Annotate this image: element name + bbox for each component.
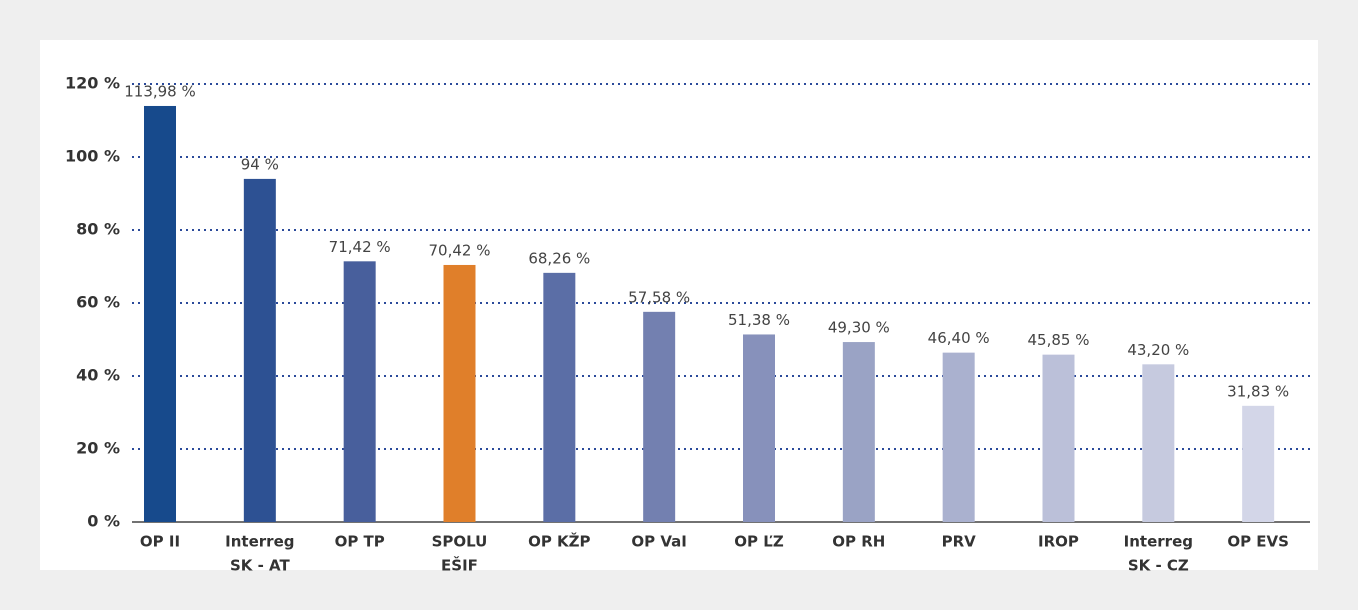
y-tick-label: 80 %: [76, 220, 120, 239]
value-label: 71,42 %: [329, 238, 391, 256]
y-tick-label: 0 %: [87, 512, 120, 531]
bar: [1242, 405, 1275, 522]
x-tick-label: OP II: [140, 533, 180, 551]
x-tick-label: EŠIF: [441, 556, 478, 575]
x-tick-label: Interreg: [225, 533, 294, 551]
value-label: 68,26 %: [528, 249, 590, 267]
x-tick-label: SK - AT: [230, 557, 291, 575]
value-label: 46,40 %: [928, 329, 990, 347]
y-tick-label: 120 %: [65, 74, 120, 93]
bar: [343, 261, 376, 522]
value-label: 94 %: [241, 155, 279, 173]
x-tick-label: SPOLU: [432, 533, 488, 551]
value-label: 49,30 %: [828, 319, 890, 337]
y-tick-label: 20 %: [76, 439, 120, 458]
bar: [443, 264, 476, 522]
value-label: 31,83 %: [1227, 382, 1289, 400]
x-tick-label: OP VaI: [631, 533, 686, 551]
bar: [1042, 354, 1075, 522]
x-tick-label: Interreg: [1124, 533, 1193, 551]
value-label: 51,38 %: [728, 311, 790, 329]
x-tick-label: PRV: [942, 533, 977, 551]
x-tick-label: IROP: [1038, 533, 1079, 551]
bar: [942, 352, 975, 522]
value-label: 57,58 %: [628, 288, 690, 306]
x-tick-label: OP TP: [335, 533, 385, 551]
x-tick-label: OP ĽZ: [734, 533, 784, 551]
bar: [144, 105, 176, 523]
y-tick-label: 60 %: [76, 293, 120, 312]
bar: [1142, 364, 1175, 522]
x-tick-label: SK - CZ: [1128, 557, 1189, 575]
y-tick-label: 100 %: [65, 147, 120, 166]
value-label: 43,20 %: [1127, 341, 1189, 359]
x-tick-label: OP KŽP: [528, 532, 590, 551]
value-label: 113,98 %: [124, 82, 196, 100]
x-tick-label: OP RH: [832, 533, 885, 551]
value-label: 70,42 %: [429, 241, 491, 259]
y-tick-label: 40 %: [76, 366, 120, 385]
bar: [543, 272, 576, 522]
x-tick-label: OP EVS: [1227, 533, 1289, 551]
bar: [842, 342, 875, 522]
value-label: 45,85 %: [1028, 331, 1090, 349]
bar: [243, 178, 276, 522]
bar: [643, 311, 676, 522]
bar: [743, 334, 775, 522]
